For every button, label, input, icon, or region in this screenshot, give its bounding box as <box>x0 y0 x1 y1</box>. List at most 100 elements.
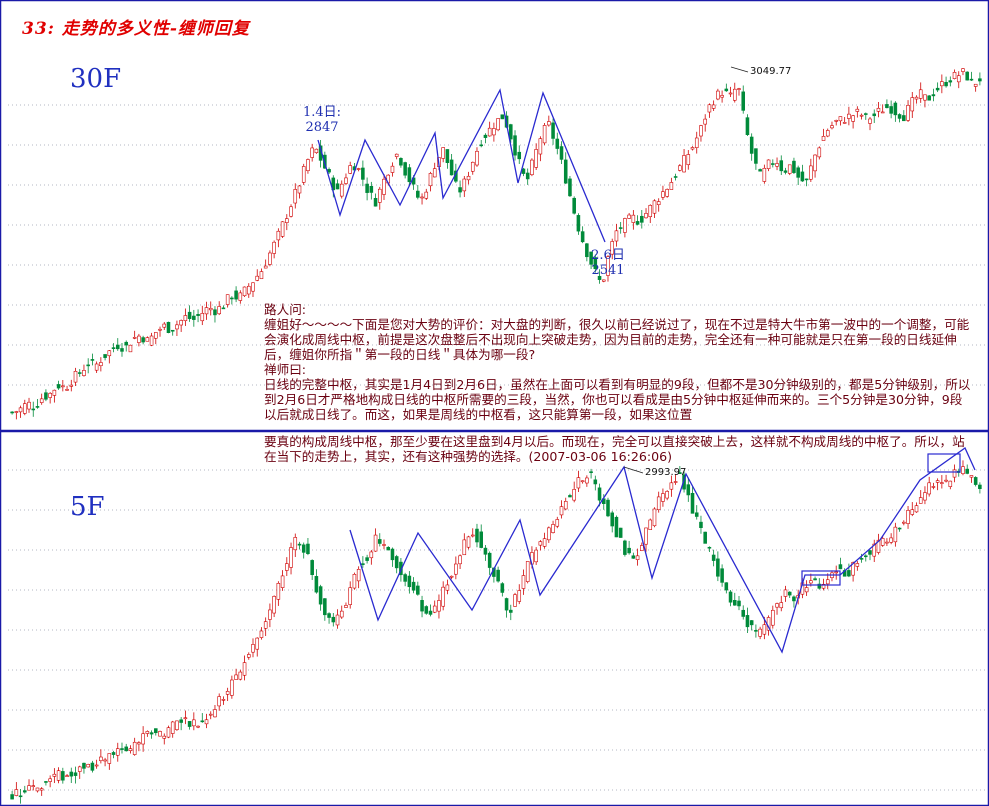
candle-body <box>382 544 386 546</box>
candle-body <box>910 97 915 112</box>
candle-body <box>348 165 352 174</box>
candle-body <box>183 315 188 322</box>
candle-body <box>758 628 762 637</box>
candle-body <box>314 148 319 154</box>
candle-body <box>344 177 348 184</box>
candle-body <box>428 610 433 615</box>
candle-body <box>952 469 957 478</box>
candle-body <box>399 158 403 166</box>
candle-body <box>339 610 344 618</box>
candle-body <box>716 558 720 577</box>
candle-body <box>48 778 52 782</box>
candle-body <box>771 163 775 165</box>
candle-body <box>35 787 40 792</box>
candle-body <box>225 294 230 305</box>
candle-body <box>246 285 251 295</box>
candle-body <box>208 713 213 716</box>
candle-body <box>263 265 268 269</box>
candle-body <box>27 785 31 791</box>
candle-body <box>897 114 902 119</box>
candle-body <box>124 746 128 752</box>
candles-5f <box>10 460 982 804</box>
candle-body <box>445 584 450 591</box>
candle-body <box>597 275 602 280</box>
candle-body <box>775 163 779 167</box>
candle-body <box>238 671 243 680</box>
candle-body <box>170 329 175 332</box>
candle-body <box>606 256 610 276</box>
candle-body <box>179 320 183 326</box>
candle-body <box>272 596 276 614</box>
candle-body <box>792 160 796 173</box>
candle-body <box>699 125 703 137</box>
candle-body <box>927 95 931 101</box>
candle-body <box>517 590 522 602</box>
candle-body <box>918 497 923 504</box>
answer-continuation: 要真的构成周线中枢，那至少要在这里盘到4月以后。而现在，完全可以直接突破上去，这… <box>264 434 965 464</box>
candle-body <box>137 335 141 343</box>
annotation-jan4-value: 2847 <box>305 120 339 135</box>
candle-body <box>656 496 661 511</box>
candle-body <box>686 484 691 496</box>
candle-body <box>623 540 627 555</box>
candle-body <box>703 531 707 544</box>
candle-body <box>77 766 82 772</box>
candle-body <box>361 563 365 565</box>
candle-body <box>724 582 729 591</box>
candle-body <box>10 411 14 414</box>
candle-body <box>111 347 116 349</box>
candle-body <box>407 575 412 588</box>
candle-body <box>521 168 526 174</box>
candle-body <box>821 136 826 141</box>
candle-body <box>437 600 441 612</box>
candle-body <box>965 71 969 81</box>
candle-body <box>293 189 298 204</box>
candle-body <box>378 539 382 544</box>
candle-body <box>145 731 150 734</box>
candle-body <box>893 102 898 116</box>
candle-body <box>610 241 614 255</box>
candle-body <box>513 135 517 156</box>
peak-label-5f: 2993.97 <box>645 467 687 478</box>
candle-body <box>969 475 974 478</box>
candle-body <box>251 644 255 653</box>
question-text: 缠姐好～～～～下面是您对大势的评价：对大盘的判断，很久以前已经说过了，现在不过是… <box>264 317 970 362</box>
candle-body <box>297 185 302 194</box>
candle-body <box>699 521 703 528</box>
candle-body <box>301 166 306 183</box>
candle-body <box>585 243 589 258</box>
candle-body <box>880 538 885 546</box>
answer-header: 禅师曰: <box>264 362 307 377</box>
candle-body <box>77 372 82 374</box>
candle-body <box>293 537 298 551</box>
candle-body <box>825 130 830 137</box>
candle-body <box>82 370 86 376</box>
candle-body <box>618 527 623 538</box>
candle-body <box>716 90 720 100</box>
candle-body <box>534 549 538 563</box>
candle-body <box>496 118 500 131</box>
candle-body <box>732 88 737 101</box>
candle-body <box>868 550 872 555</box>
candle-body <box>132 337 137 339</box>
candle-body <box>272 241 276 254</box>
candle-body <box>851 562 855 576</box>
candle-body <box>327 169 331 173</box>
candle-body <box>86 364 90 367</box>
candle-body <box>175 324 179 330</box>
candle-body <box>568 178 572 197</box>
candle-body <box>652 508 657 527</box>
candle-body <box>10 794 14 800</box>
candle-body <box>813 154 817 172</box>
candle-body <box>568 495 572 498</box>
candle-body <box>809 165 813 180</box>
candle-body <box>390 165 395 173</box>
candle-body <box>669 482 674 490</box>
candle-body <box>694 512 699 517</box>
stroke-path-30f <box>317 88 606 243</box>
candle-body <box>99 756 103 762</box>
candle-body <box>631 214 636 223</box>
candle-body <box>230 679 234 696</box>
candle-body <box>720 568 724 583</box>
candle-body <box>673 176 678 178</box>
